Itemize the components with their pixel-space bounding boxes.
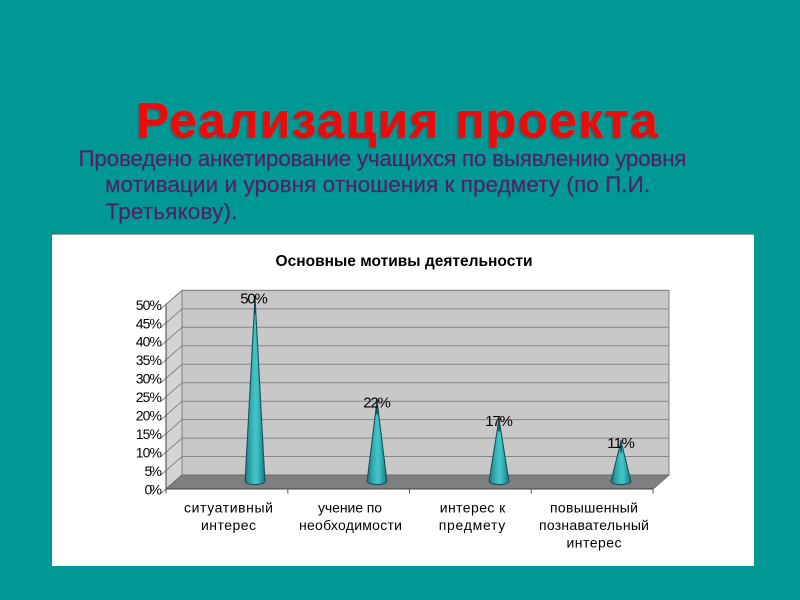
- svg-text:предмету: предмету: [439, 517, 506, 533]
- svg-text:22%: 22%: [363, 395, 391, 412]
- svg-text:20%: 20%: [136, 408, 162, 424]
- svg-text:учение по: учение по: [318, 500, 382, 516]
- svg-text:интерес к: интерес к: [440, 500, 506, 516]
- svg-text:Основные мотивы деятельности: Основные мотивы деятельности: [276, 253, 533, 270]
- svg-text:ситуативный: ситуативный: [184, 500, 273, 516]
- svg-text:25%: 25%: [136, 389, 162, 405]
- svg-text:45%: 45%: [136, 315, 162, 331]
- svg-text:10%: 10%: [136, 445, 162, 461]
- svg-text:интерес: интерес: [201, 517, 256, 533]
- svg-text:интерес: интерес: [567, 534, 622, 550]
- svg-text:40%: 40%: [136, 334, 162, 350]
- svg-text:17%: 17%: [485, 413, 513, 430]
- svg-text:35%: 35%: [136, 352, 162, 368]
- svg-text:5%: 5%: [145, 463, 163, 479]
- svg-text:11%: 11%: [607, 435, 635, 452]
- svg-text:50%: 50%: [240, 291, 268, 308]
- svg-text:30%: 30%: [136, 371, 162, 387]
- svg-text:необходимости: необходимости: [299, 517, 402, 533]
- svg-text:повышенный: повышенный: [550, 500, 638, 516]
- svg-text:15%: 15%: [136, 426, 162, 442]
- svg-text:0%: 0%: [145, 481, 163, 497]
- svg-text:50%: 50%: [136, 297, 162, 313]
- svg-text:познавательный: познавательный: [539, 517, 649, 533]
